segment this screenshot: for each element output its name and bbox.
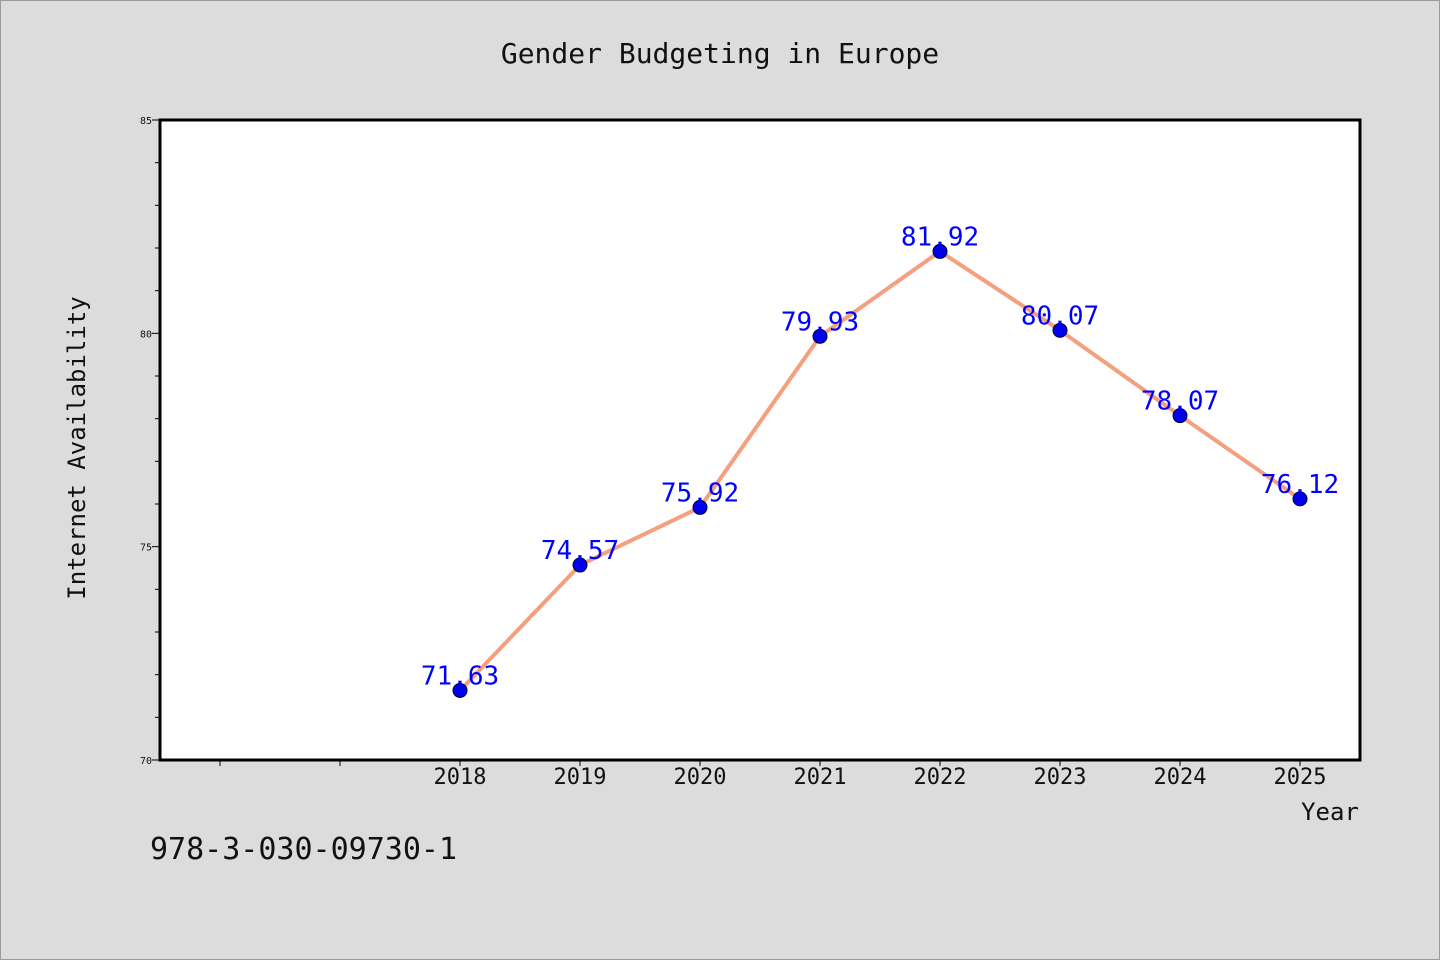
data-label: 78.07 xyxy=(1141,387,1219,417)
y-axis-label: Internet Availability xyxy=(63,296,91,599)
x-tick-label: 2021 xyxy=(794,765,847,790)
y-tick-label: 75 xyxy=(140,543,152,554)
data-point xyxy=(452,682,468,698)
data-label: 76.12 xyxy=(1261,470,1339,500)
data-label: 71.63 xyxy=(421,661,499,691)
data-label: 75.92 xyxy=(661,478,739,508)
x-tick-label: 2024 xyxy=(1154,765,1207,790)
y-tick-label: 70 xyxy=(140,756,152,767)
data-point xyxy=(1292,491,1308,507)
data-point xyxy=(572,557,588,573)
axis-ticks: 70 75 80 85 2018 2019 2020 2021 2022 2023 2024 2025 xyxy=(140,116,1327,790)
data-point xyxy=(812,328,828,344)
series-line-group xyxy=(458,249,1302,693)
series-line xyxy=(458,249,1302,693)
data-labels-group: 71.63 74.57 75.92 79.93 81.92 80.07 78.07 76.12 xyxy=(421,222,1339,691)
y-tick-label: 85 xyxy=(140,116,152,127)
data-point xyxy=(1052,322,1068,338)
data-point xyxy=(932,243,948,259)
y-tick-label: 80 xyxy=(140,329,152,340)
x-tick-label: 2022 xyxy=(914,765,967,790)
data-point xyxy=(1172,408,1188,424)
data-label: 74.57 xyxy=(541,536,619,566)
x-tick-label: 2020 xyxy=(674,765,727,790)
data-point xyxy=(692,499,708,515)
series-points-group xyxy=(452,243,1308,698)
footer-code: 978-3-030-09730-1 xyxy=(150,832,458,867)
data-label: 79.93 xyxy=(781,307,859,337)
x-axis-label: Year xyxy=(1301,798,1359,826)
x-tick-label: 2023 xyxy=(1034,765,1087,790)
plot-frame xyxy=(158,118,1362,762)
plot-area xyxy=(160,120,1360,760)
x-tick-label: 2019 xyxy=(554,765,607,790)
x-tick-label: 2025 xyxy=(1274,765,1327,790)
data-label: 81.92 xyxy=(901,222,979,252)
x-tick-label: 2018 xyxy=(434,765,487,790)
chart-title: Gender Budgeting in Europe xyxy=(501,37,939,70)
data-label: 80.07 xyxy=(1021,301,1099,331)
